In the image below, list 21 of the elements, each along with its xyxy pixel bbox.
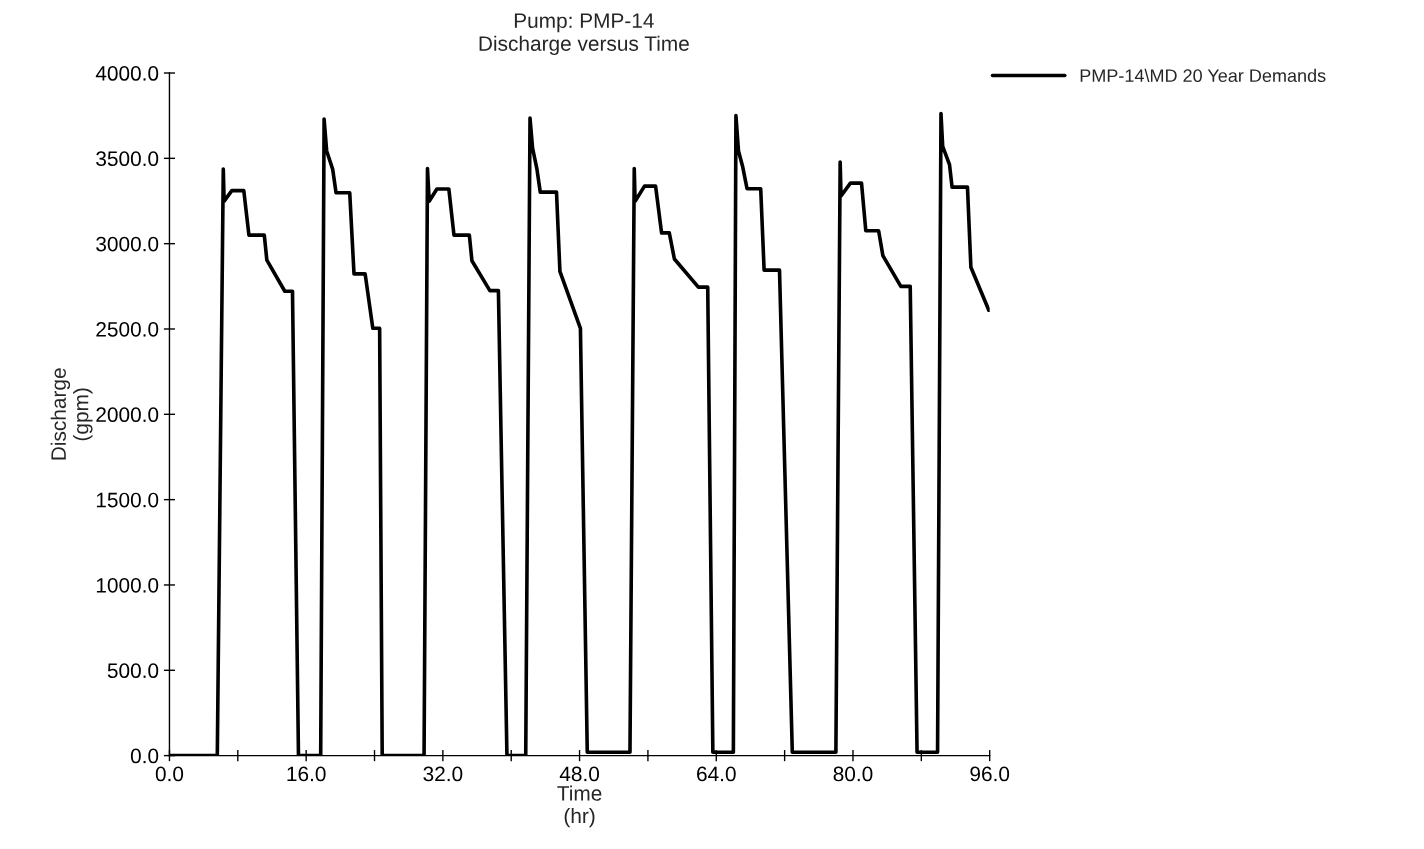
x-tick-label: 0.0 xyxy=(155,766,184,782)
chart-subtitle: Discharge versus Time xyxy=(479,35,689,56)
legend-label: PMP-14\MD 20 Year Demands xyxy=(1080,68,1326,83)
y-tick-label: 1000.0 xyxy=(96,577,159,593)
x-axis-title: Time (hr) xyxy=(557,785,602,828)
x-tick-label: 48.0 xyxy=(559,766,600,782)
chart-title: Pump: PMP-14 xyxy=(514,13,654,33)
x-tick-label: 32.0 xyxy=(423,766,463,782)
y-tick-label: 2000.0 xyxy=(96,407,159,423)
y-tick-label: 3500.0 xyxy=(96,151,159,167)
y-tick-label: 2500.0 xyxy=(96,321,159,337)
y-tick-label: 3000.0 xyxy=(96,236,159,252)
y-tick-label: 0.0 xyxy=(130,748,159,764)
x-tick-label: 16.0 xyxy=(287,766,326,782)
y-tick-label: 4000.0 xyxy=(95,66,159,81)
y-axis-title: Discharge (gpm) xyxy=(50,368,93,460)
y-tick-label: 1500.0 xyxy=(96,492,159,508)
x-tick-label: 64.0 xyxy=(697,766,736,782)
x-tick-label: 96.0 xyxy=(970,766,1010,782)
y-tick-label: 500.0 xyxy=(107,663,159,679)
x-tick-label: 80.0 xyxy=(833,766,873,782)
